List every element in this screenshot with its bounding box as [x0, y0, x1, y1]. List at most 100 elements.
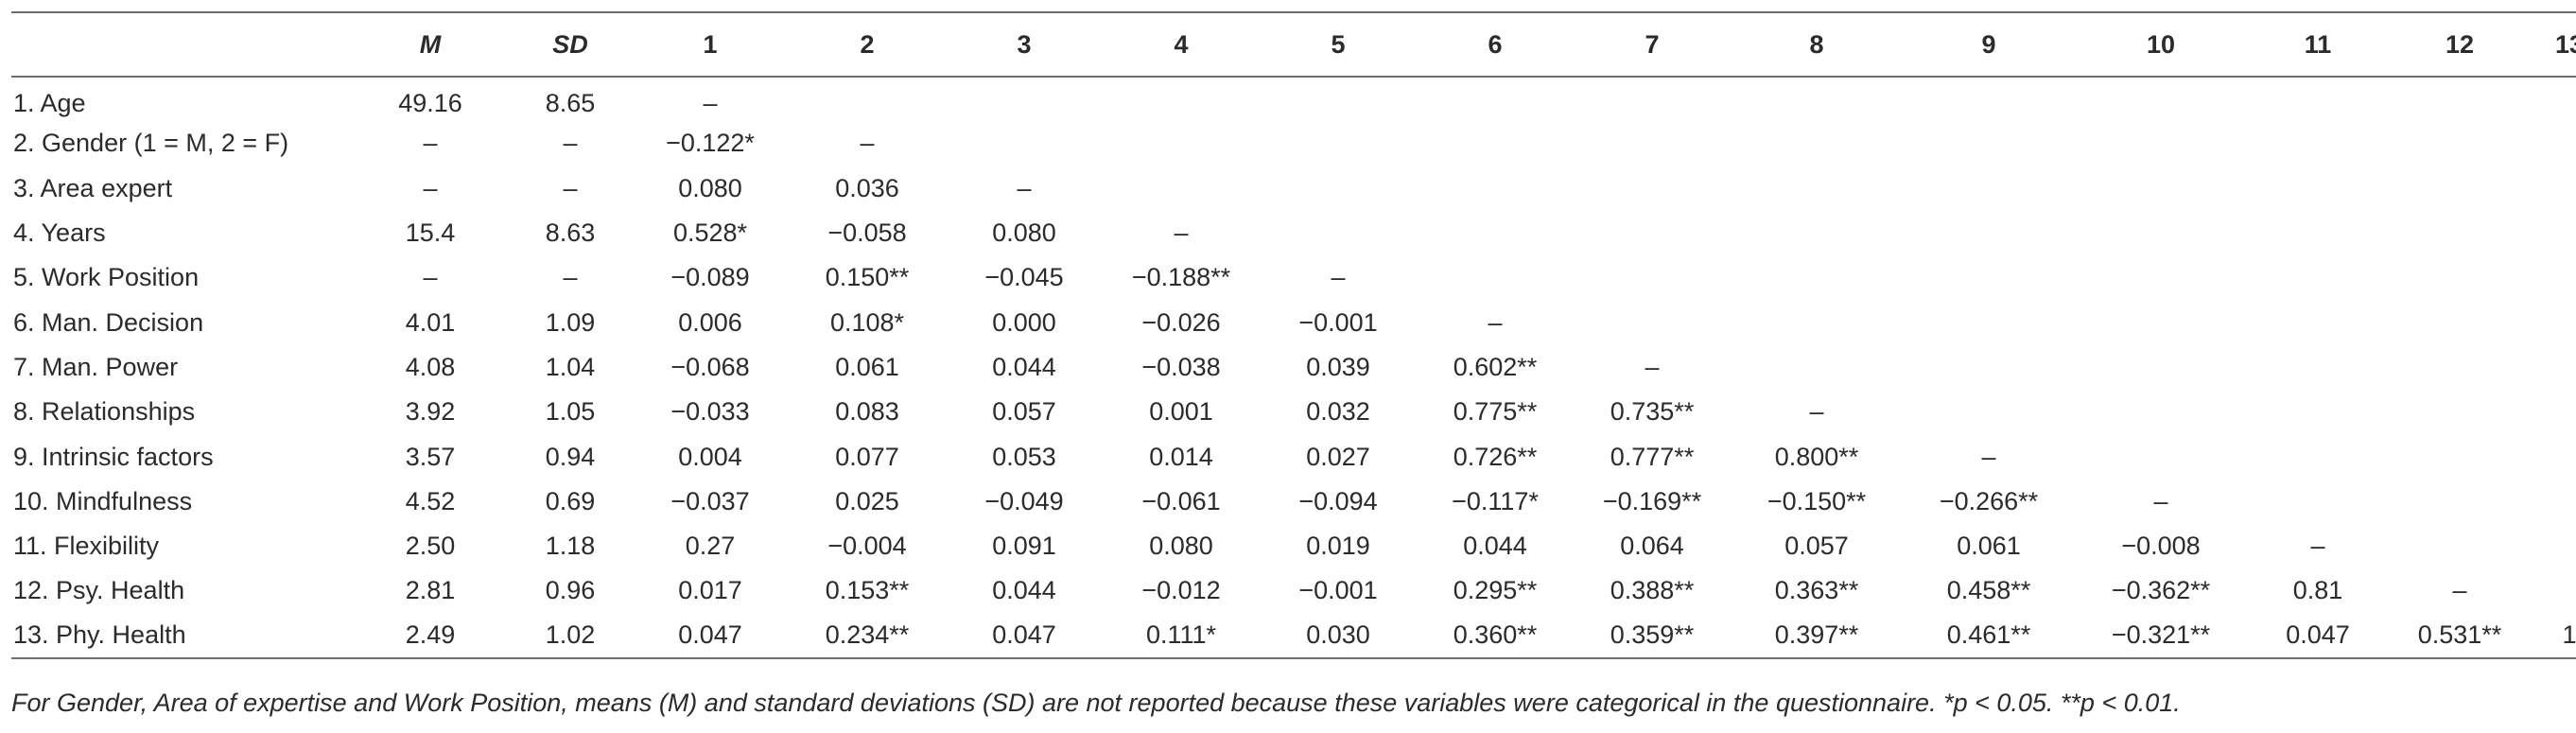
header-cell: 5 — [1260, 11, 1417, 78]
table-cell: – — [563, 263, 578, 292]
table-cell: 1 — [2531, 613, 2576, 659]
row-label: 1. Age — [13, 89, 86, 118]
table-cell: 3.92 — [405, 397, 456, 427]
table-cell: 0.044 — [992, 352, 1056, 381]
row-label: 3. Area expert — [13, 173, 173, 202]
table-cell: −0.045 — [984, 263, 1064, 292]
header-cell: 12 — [2389, 11, 2531, 78]
table-cell — [2531, 166, 2576, 211]
table-cell — [2389, 300, 2531, 344]
table-cell — [1417, 77, 1574, 121]
table-cell: 0.006 — [678, 307, 742, 337]
table-cell: 0.061 — [1957, 532, 2021, 561]
table-cell — [2531, 568, 2576, 613]
table-cell — [1260, 211, 1417, 255]
header-cell: 10 — [2075, 11, 2247, 78]
table-cell: −0.012 — [1141, 576, 1221, 605]
table-row: 6. Man. Decision 4.01 1.09 0.006 0.108* 0.000… — [11, 300, 2576, 344]
table-cell — [2247, 166, 2389, 211]
table-cell — [2389, 345, 2531, 390]
table-cell — [2389, 480, 2531, 524]
table-cell: – — [1809, 397, 1824, 427]
table-cell: −0.094 — [1298, 486, 1378, 515]
table-cell: – — [423, 263, 438, 292]
table-cell: 0.053 — [992, 442, 1056, 471]
table-cell — [2247, 255, 2389, 300]
table-cell: 2.49 — [352, 613, 509, 659]
table-cell: 0.044 — [1463, 532, 1527, 561]
table-cell: – — [1981, 442, 1996, 471]
table-cell: 0.388** — [1610, 576, 1695, 605]
table-cell — [2389, 121, 2531, 166]
table-cell — [1731, 300, 1903, 344]
table-cell: 0.057 — [992, 397, 1056, 427]
header-row: MSD12345678910111213 — [11, 11, 2576, 78]
table-cell: – — [703, 89, 718, 118]
table-cell: −0.150** — [1767, 486, 1867, 515]
table-cell — [2247, 434, 2389, 479]
header-cell: 9 — [1903, 11, 2075, 78]
table-cell — [2531, 480, 2576, 524]
table-cell: 15.4 — [405, 218, 456, 248]
table-cell: 4.01 — [405, 307, 456, 337]
table-cell: – — [1488, 307, 1503, 337]
table-cell: 0.047 — [632, 613, 789, 659]
table-cell — [2531, 77, 2576, 121]
row-label: 4. Years — [13, 218, 106, 248]
table-cell — [1731, 77, 1903, 121]
table-cell: 0.69 — [545, 486, 596, 515]
header-cell: SD — [509, 11, 632, 78]
table-cell: 0.359** — [1574, 613, 1731, 659]
table-cell: 0.000 — [992, 307, 1056, 337]
table-cell: 0.080 — [992, 218, 1056, 248]
table-cell — [1260, 166, 1417, 211]
table-cell — [2075, 166, 2247, 211]
table-cell: −0.008 — [2121, 532, 2201, 561]
table-cell: 3.57 — [405, 442, 456, 471]
table-cell — [2531, 211, 2576, 255]
table-cell: 0.234** — [789, 613, 946, 659]
table-cell — [1903, 345, 2075, 390]
table-cell — [2075, 121, 2247, 166]
table-cell — [2075, 77, 2247, 121]
table-cell — [2531, 121, 2576, 166]
table-cell — [1574, 77, 1731, 121]
table-row: 3. Area expert – – 0.080 0.036 – — [11, 166, 2576, 211]
table-cell: −0.037 — [670, 486, 750, 515]
table-row: 10. Mindfulness 4.52 0.69 −0.037 0.025 −0.049… — [11, 480, 2576, 524]
table-cell: – — [423, 173, 438, 202]
table-cell: 0.528* — [672, 218, 748, 248]
table-cell — [1417, 211, 1574, 255]
table-cell: 0.032 — [1306, 397, 1370, 427]
header-cell: 13 — [2531, 11, 2576, 78]
table-cell: 0.800** — [1774, 442, 1859, 471]
table-cell: 0.602** — [1453, 352, 1538, 381]
table-cell: 1.04 — [545, 352, 596, 381]
table-cell: 0.047 — [2247, 613, 2389, 659]
table-cell — [1903, 166, 2075, 211]
table-cell: 0.057 — [1784, 532, 1849, 561]
correlation-table: MSD12345678910111213 1. Age49.168.65–2. … — [11, 11, 2576, 659]
table-cell — [2531, 524, 2576, 568]
table-cell: −0.362** — [2111, 576, 2211, 605]
table-cell: – — [563, 129, 578, 158]
header-cell: M — [352, 11, 509, 78]
table-cell — [2389, 77, 2531, 121]
table-cell — [2389, 211, 2531, 255]
header-cell: 4 — [1103, 11, 1260, 78]
table-row: 4. Years 15.4 8.63 0.528* −0.058 0.080 – — [11, 211, 2576, 255]
table-cell: 0.153** — [825, 576, 910, 605]
table-cell — [2531, 434, 2576, 479]
table-cell: 0.030 — [1260, 613, 1417, 659]
table-body: 1. Age 49.16 8.65–2. Gender (1 = M, 2 = F)… — [11, 77, 2576, 659]
table-cell: – — [1017, 173, 1032, 202]
table-cell — [2389, 524, 2531, 568]
table-cell: 8.65 — [545, 89, 596, 118]
table-cell: 0.091 — [992, 532, 1056, 561]
table-cell: 0.064 — [1620, 532, 1684, 561]
table-cell — [1731, 345, 1903, 390]
table-cell: 0.531** — [2389, 613, 2531, 659]
table-cell: −0.122* — [666, 129, 755, 158]
header-cell-variable — [11, 11, 352, 78]
table-cell: −0.169** — [1602, 486, 1702, 515]
